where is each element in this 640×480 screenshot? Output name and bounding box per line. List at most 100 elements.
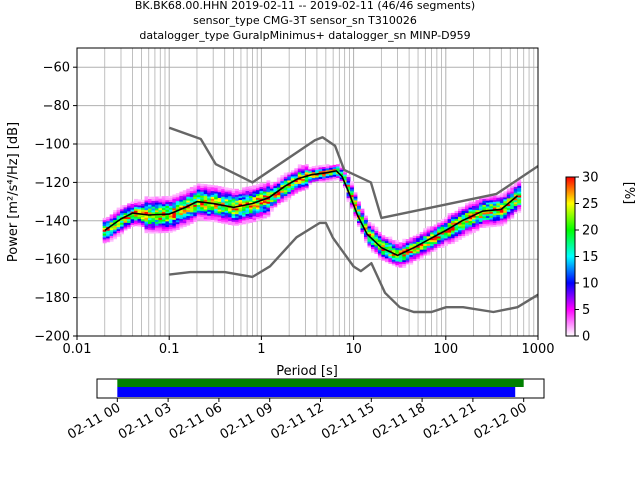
heatmap-cell xyxy=(249,201,253,204)
heatmap-cell xyxy=(412,254,417,258)
heatmap-cell xyxy=(398,255,403,259)
heatmap-cell xyxy=(203,205,208,208)
heatmap-cell xyxy=(301,172,306,176)
heatmap-cell xyxy=(475,213,480,216)
heatmap-cell xyxy=(496,204,501,208)
heatmap-cell xyxy=(377,243,382,246)
heatmap-cell xyxy=(165,211,170,214)
heatmap-cell xyxy=(360,229,365,233)
heatmap-cell xyxy=(245,186,250,190)
heatmap-cell xyxy=(144,228,149,232)
heatmap-cell xyxy=(217,197,222,200)
heatmap-cell xyxy=(228,214,232,218)
heatmap-cell xyxy=(513,201,518,205)
heatmap-cell xyxy=(168,220,173,224)
heatmap-cell xyxy=(186,223,191,226)
heatmap-cell xyxy=(440,232,445,235)
heatmap-cell xyxy=(409,250,414,254)
heatmap-cell xyxy=(245,221,250,224)
heatmap-cell xyxy=(273,181,278,185)
heatmap-cell xyxy=(357,207,361,210)
heatmap-cell xyxy=(444,234,448,237)
heatmap-cell xyxy=(304,185,309,188)
heatmap-cell xyxy=(471,230,476,233)
heatmap-cell xyxy=(210,213,215,217)
heatmap-cell xyxy=(416,235,421,239)
heatmap-cell xyxy=(287,193,292,196)
heatmap-cell xyxy=(350,188,354,192)
heatmap-cell xyxy=(158,225,163,228)
heatmap-cell xyxy=(499,216,504,219)
heatmap-cell xyxy=(308,182,313,185)
heatmap-cell xyxy=(179,195,184,198)
heatmap-cell xyxy=(214,210,219,213)
heatmap-cell xyxy=(447,224,452,227)
heatmap-cell xyxy=(440,234,445,237)
heatmap-cell xyxy=(207,217,212,220)
heatmap-cell xyxy=(269,205,274,208)
heatmap-cell xyxy=(370,235,375,238)
heatmap-cell xyxy=(231,198,236,201)
heatmap-cell xyxy=(262,208,267,211)
heatmap-cell xyxy=(179,191,184,194)
heatmap-cell xyxy=(262,194,267,198)
heatmap-cell xyxy=(395,261,400,264)
heatmap-cell xyxy=(106,238,111,241)
heatmap-cell xyxy=(266,199,271,202)
heatmap-cell xyxy=(409,254,414,257)
heatmap-cell xyxy=(510,185,515,188)
heatmap-cell xyxy=(370,244,375,247)
heatmap-cell xyxy=(381,258,386,261)
heatmap-cell xyxy=(182,217,187,220)
heatmap-cell xyxy=(179,199,184,202)
heatmap-cell xyxy=(113,211,118,215)
heatmap-cell xyxy=(242,193,246,196)
heatmap-cell xyxy=(147,217,152,221)
heatmap-cell xyxy=(189,219,194,222)
heatmap-cell xyxy=(259,190,264,193)
heatmap-cell xyxy=(127,216,131,220)
heatmap-cell xyxy=(287,187,292,191)
heatmap-cell xyxy=(409,252,414,256)
heatmap-cell xyxy=(492,207,497,210)
heatmap-cell xyxy=(175,195,180,198)
heatmap-cell xyxy=(377,255,382,258)
heatmap-cell xyxy=(141,222,145,226)
heatmap-cell xyxy=(273,204,278,208)
heatmap-cell xyxy=(273,201,278,204)
heatmap-cell xyxy=(357,224,361,227)
heatmap-cell xyxy=(363,217,368,220)
heatmap-cell xyxy=(492,220,497,224)
heatmap-cell xyxy=(231,215,236,218)
heatmap-cell xyxy=(123,207,128,210)
heatmap-cell xyxy=(343,178,347,181)
heatmap-cell xyxy=(189,204,194,207)
heatmap-cell xyxy=(154,229,159,232)
heatmap-cell xyxy=(409,241,414,244)
heatmap-cell xyxy=(280,200,285,203)
heatmap-cell xyxy=(465,218,469,221)
heatmap-cell xyxy=(492,224,497,227)
heatmap-cell xyxy=(492,214,497,218)
heatmap-cell xyxy=(172,215,177,218)
heatmap-cell xyxy=(137,216,142,219)
y-tick-label: −180 xyxy=(34,291,70,306)
heatmap-cell xyxy=(158,227,163,230)
heatmap-cell xyxy=(412,256,417,260)
heatmap-cell xyxy=(357,222,361,225)
heatmap-cell xyxy=(388,238,393,241)
heatmap-cell xyxy=(102,225,107,228)
heatmap-cell xyxy=(217,214,222,218)
heatmap-cell xyxy=(451,214,455,218)
heatmap-cell xyxy=(280,198,285,201)
heatmap-cell xyxy=(475,225,480,228)
heatmap-cell xyxy=(168,209,173,212)
heatmap-cell xyxy=(269,199,274,203)
heatmap-cell xyxy=(465,233,469,237)
heatmap-cell xyxy=(207,209,212,212)
heatmap-cell xyxy=(273,203,278,206)
heatmap-cell xyxy=(444,230,448,233)
heatmap-cell xyxy=(161,228,166,232)
heatmap-cell xyxy=(377,249,382,252)
heatmap-cell xyxy=(461,214,466,217)
